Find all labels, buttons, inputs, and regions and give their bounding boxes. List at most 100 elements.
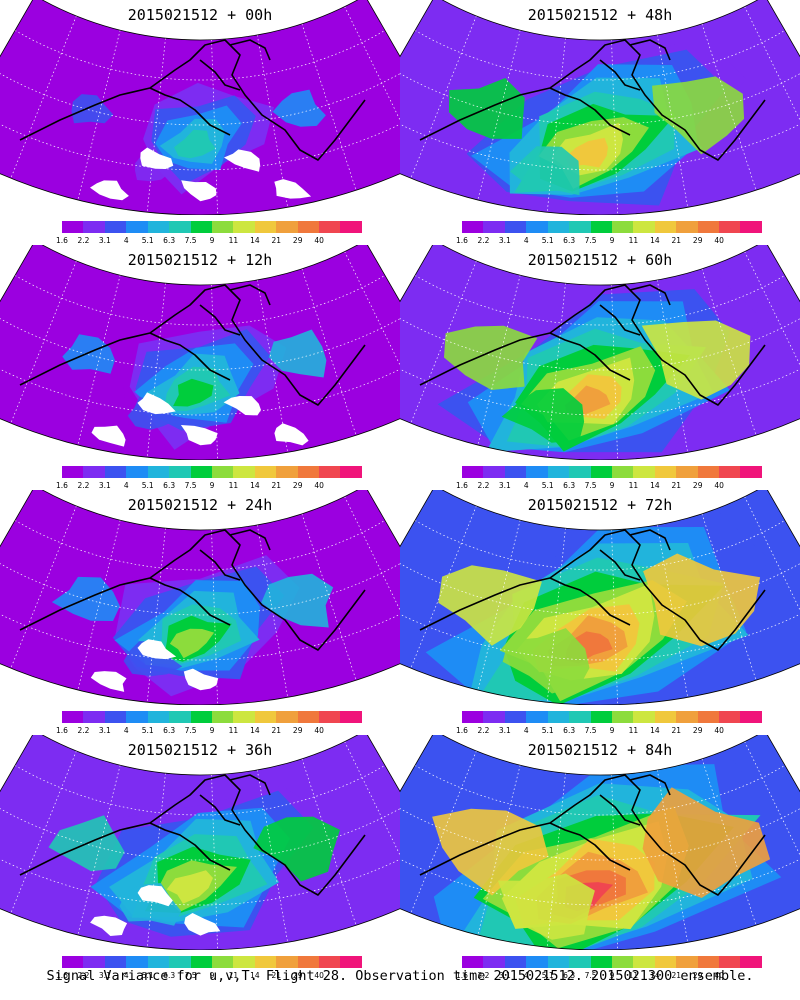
colorbar-tick-label: 7.5	[184, 236, 197, 245]
colorbar-swatch	[169, 466, 191, 478]
colorbar-swatch	[504, 221, 527, 233]
contour-band	[438, 565, 542, 646]
colorbar-tick-label: 11	[628, 481, 639, 490]
map-outline	[0, 490, 400, 705]
colorbar-tick-label: 2.2	[77, 481, 90, 490]
colorbar-swatch	[190, 956, 212, 968]
colorbar-tick-label: 7.5	[584, 481, 597, 490]
contour-band	[173, 378, 214, 407]
contour-band	[169, 628, 215, 659]
colorbar-tick-label: 6.3	[163, 726, 176, 735]
colorbar-swatch	[190, 221, 212, 233]
colorbar-swatch	[147, 466, 170, 478]
no-data-patch	[274, 423, 309, 446]
colorbar-swatch	[740, 711, 762, 723]
colorbar-tick-label: 11	[628, 726, 639, 735]
colorbar-tick-label: 7.5	[584, 726, 597, 735]
graticule	[0, 251, 400, 460]
panel-title: 2015021512 + 00h	[127, 6, 273, 24]
colorbar-tick-label: 9	[209, 726, 215, 735]
colorbar-tick-label: 4	[523, 236, 529, 245]
colorbar-labels: 1.6 2.2 3.1 4 5.1 6.3 7.5 9 11 14 21 29 40	[456, 971, 762, 981]
colorbar-tick-label: 40	[714, 971, 724, 980]
colorbar-tick-label: 9	[609, 726, 615, 735]
colorbar-tick-label: 29	[292, 971, 303, 980]
colorbar-tick-label: 4	[523, 971, 529, 980]
colorbar-tick-label: 29	[692, 971, 703, 980]
colorbar-tick-label: 6.3	[163, 971, 176, 980]
colorbar-tick-label: 5.1	[141, 236, 154, 245]
panel-title: 2015021512 + 60h	[527, 251, 673, 269]
colorbar-swatch	[147, 956, 170, 968]
colorbar-swatch	[547, 221, 570, 233]
colorbar-swatch	[719, 956, 741, 968]
graticule	[400, 741, 800, 950]
colorbar-swatch	[611, 466, 634, 478]
colorbar-swatch	[297, 221, 320, 233]
variance-map	[400, 735, 800, 950]
contour-band	[272, 89, 326, 127]
colorbar-tick-label: 14	[650, 481, 660, 490]
colorbar-swatch	[169, 221, 191, 233]
colorbar-tick-label: 21	[671, 236, 682, 245]
no-data-patch	[90, 915, 128, 936]
colorbar-tick-label: 40	[714, 481, 724, 490]
map-outline	[400, 245, 800, 460]
colorbar-labels: 1.6 2.2 3.1 4 5.1 6.3 7.5 9 11 14 21 29 40	[456, 236, 762, 246]
colorbar-tick-label: 3.1	[98, 726, 111, 735]
map-outline	[0, 245, 400, 460]
colorbar-swatch	[233, 711, 255, 723]
coastline	[419, 284, 766, 406]
no-data-patch	[90, 180, 129, 201]
map-panel-p24: 2015021512 + 24h 1.6 2.2 3.1 4 5.1 6.3 7.5 9 11 14…	[0, 490, 400, 735]
colorbar-swatch	[654, 221, 677, 233]
colorbar-swatch	[211, 956, 234, 968]
coastline	[19, 39, 366, 161]
colorbar-tick-label: 14	[650, 971, 660, 980]
colorbar-tick-label: 7.5	[584, 971, 597, 980]
colorbar-tick-label: 5.1	[541, 236, 554, 245]
colorbar-tick-label: 2.2	[477, 726, 490, 735]
contour-band	[123, 641, 183, 677]
colorbar-swatch	[83, 711, 105, 723]
colorbar-swatch	[611, 956, 634, 968]
colorbar-swatch	[654, 711, 677, 723]
colorbar-swatch	[633, 221, 655, 233]
contour-band	[643, 553, 761, 647]
colorbar-swatch	[254, 956, 277, 968]
panel-title: 2015021512 + 36h	[127, 741, 273, 759]
coastline	[419, 774, 766, 896]
colorbar-tick-label: 5.1	[141, 726, 154, 735]
colorbar-swatch	[526, 956, 548, 968]
colorbar-swatch	[83, 221, 105, 233]
colorbar-tick-label: 29	[692, 726, 703, 735]
colorbar-tick-label: 11	[628, 971, 639, 980]
no-data-patch	[91, 425, 126, 447]
colorbar-swatch	[633, 466, 655, 478]
colorbar-swatch	[483, 221, 505, 233]
colorbar-labels: 1.6 2.2 3.1 4 5.1 6.3 7.5 9 11 14 21 29 40	[456, 481, 762, 491]
colorbar-tick-label: 1.6	[56, 481, 68, 490]
variance-field	[0, 245, 400, 460]
variance-map	[400, 490, 800, 705]
colorbar-tick-label: 1.6	[56, 971, 68, 980]
panel-title: 2015021512 + 24h	[127, 496, 273, 514]
colorbar-tick-label: 14	[250, 726, 260, 735]
variance-map	[0, 735, 400, 950]
colorbar-swatch	[719, 466, 741, 478]
colorbar-tick-label: 3.1	[98, 971, 111, 980]
colorbar-tick-label: 9	[209, 971, 215, 980]
colorbar-swatch	[590, 466, 612, 478]
colorbar-tick-label: 11	[228, 236, 239, 245]
colorbar-swatch	[340, 711, 362, 723]
colorbar-tick-label: 5.1	[541, 481, 554, 490]
colorbar-tick-label: 21	[271, 971, 282, 980]
colorbar-swatch	[211, 466, 234, 478]
map-panel-p60: 2015021512 + 60h 1.6 2.2 3.1 4 5.1 6.3 7.5 9 11 14…	[400, 245, 800, 490]
no-data-patch	[137, 392, 176, 415]
colorbar	[62, 711, 362, 723]
colorbar-swatch	[740, 221, 762, 233]
colorbar-tick-label: 11	[628, 236, 639, 245]
colorbar-tick-label: 14	[250, 236, 260, 245]
colorbar-swatch	[276, 221, 298, 233]
